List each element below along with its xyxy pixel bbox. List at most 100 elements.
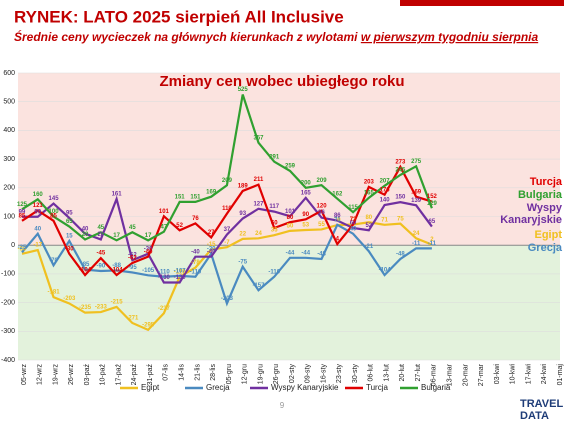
series-side-label: Grecja <box>528 242 563 254</box>
data-label: 101 <box>159 209 170 215</box>
x-tick-label: 07-lis <box>163 364 170 381</box>
data-label: -110 <box>158 269 170 275</box>
data-label: 35 <box>271 228 278 234</box>
data-label: -271 <box>126 316 139 322</box>
x-tick-label: 06-mar <box>431 363 438 386</box>
legend-label: Turcja <box>366 383 388 392</box>
data-label: 95 <box>66 211 73 217</box>
data-label: 150 <box>395 195 406 201</box>
data-label: 176 <box>380 187 391 193</box>
data-label: -75 <box>238 259 247 265</box>
data-label: -30 <box>18 246 27 252</box>
data-label: 72 <box>350 217 357 223</box>
data-label: 357 <box>253 135 264 141</box>
data-label: 72 <box>350 217 357 223</box>
data-label: -157 <box>252 283 265 289</box>
data-label: 165 <box>364 190 375 196</box>
data-label: -104 <box>111 268 124 274</box>
y-tick-label: 400 <box>3 127 15 134</box>
data-label: 40 <box>350 226 357 232</box>
data-label: 76 <box>192 216 199 222</box>
data-label: 200 <box>301 180 312 186</box>
data-label: 70 <box>334 218 341 224</box>
data-label: -40 <box>191 249 200 255</box>
data-label: 20 <box>97 232 104 238</box>
x-tick-label: 27-lut <box>415 364 422 382</box>
x-tick-label: 28-lis <box>210 364 217 381</box>
data-label: -48 <box>317 252 326 258</box>
data-label: 117 <box>269 204 279 210</box>
data-label: 20 <box>82 232 89 238</box>
data-label: -7 <box>224 240 230 246</box>
data-label: 55 <box>318 222 325 228</box>
data-label: 80 <box>287 215 294 221</box>
data-label: -44 <box>301 250 310 256</box>
data-label: 169 <box>411 189 422 195</box>
x-tick-label: 01-maj <box>557 364 564 386</box>
data-label: -95 <box>128 265 137 271</box>
data-label: 145 <box>49 196 60 202</box>
series-side-label: Bulgaria <box>518 189 563 201</box>
data-label: 90 <box>302 212 309 218</box>
data-label: 203 <box>364 180 375 186</box>
page-number: 9 <box>280 401 285 410</box>
series-side-label: Wyspy Kanaryjskie <box>500 202 563 226</box>
data-label: 2 <box>430 237 434 243</box>
data-label: 189 <box>238 184 249 190</box>
data-label: 60 <box>271 221 278 227</box>
data-label: -104 <box>79 268 92 274</box>
x-tick-label: 20-lut <box>399 364 406 382</box>
data-label: 93 <box>239 211 246 217</box>
data-label: 47 <box>161 224 168 230</box>
data-label: 99 <box>19 209 26 215</box>
data-label: 27 <box>208 230 215 236</box>
data-label: -130 <box>174 275 187 281</box>
data-label: -15 <box>207 242 216 248</box>
data-label: 65 <box>66 219 73 225</box>
data-label: 110 <box>222 206 232 212</box>
series-side-label: Egipt <box>535 229 563 241</box>
data-label: 45 <box>97 225 104 231</box>
data-label: 17 <box>113 233 120 239</box>
data-label: 15 <box>66 233 73 239</box>
data-label: 96 <box>318 210 325 216</box>
data-label: 127 <box>253 201 264 207</box>
data-label: 207 <box>380 178 391 184</box>
data-label: -295 <box>142 322 155 328</box>
legend-label: Grecja <box>206 383 230 392</box>
x-tick-label: 13-lut <box>383 364 390 382</box>
data-label: 291 <box>269 154 280 160</box>
data-label: -90 <box>96 264 105 270</box>
data-label: 4 <box>336 237 340 243</box>
data-label: -215 <box>111 299 124 305</box>
series-line <box>21 221 433 332</box>
x-tick-label: 02-sty <box>289 364 296 384</box>
x-tick-label: 09-sty <box>305 364 312 384</box>
x-tick-label: 24-paź <box>131 364 138 386</box>
x-tick-label: 21-lis <box>194 364 201 381</box>
x-tick-label: 23-sty <box>336 364 343 384</box>
x-tick-label: 06-lut <box>368 364 375 382</box>
data-label: 152 <box>427 194 438 200</box>
y-tick-label: 0 <box>11 242 15 249</box>
x-tick-label: 24-kwi <box>541 364 548 385</box>
data-label: 99 <box>34 209 41 215</box>
data-label: 211 <box>254 177 264 183</box>
data-label: 115 <box>348 205 358 211</box>
x-tick-label: 05-gru <box>226 364 233 384</box>
x-tick-label: 19-gru <box>257 364 264 384</box>
x-tick-label: 27-mar <box>478 363 485 386</box>
x-tick-label: 26-gru <box>273 364 280 384</box>
data-label: 53 <box>302 223 309 229</box>
accent-bar <box>400 0 564 6</box>
data-label: -237 <box>158 306 171 312</box>
data-label: 140 <box>380 198 391 204</box>
data-label: 125 <box>17 202 28 208</box>
data-label: 275 <box>411 159 422 165</box>
data-label: 80 <box>365 215 372 221</box>
data-label: -30 <box>144 246 153 252</box>
data-label: -107 <box>174 268 187 274</box>
data-label: 525 <box>238 87 249 93</box>
